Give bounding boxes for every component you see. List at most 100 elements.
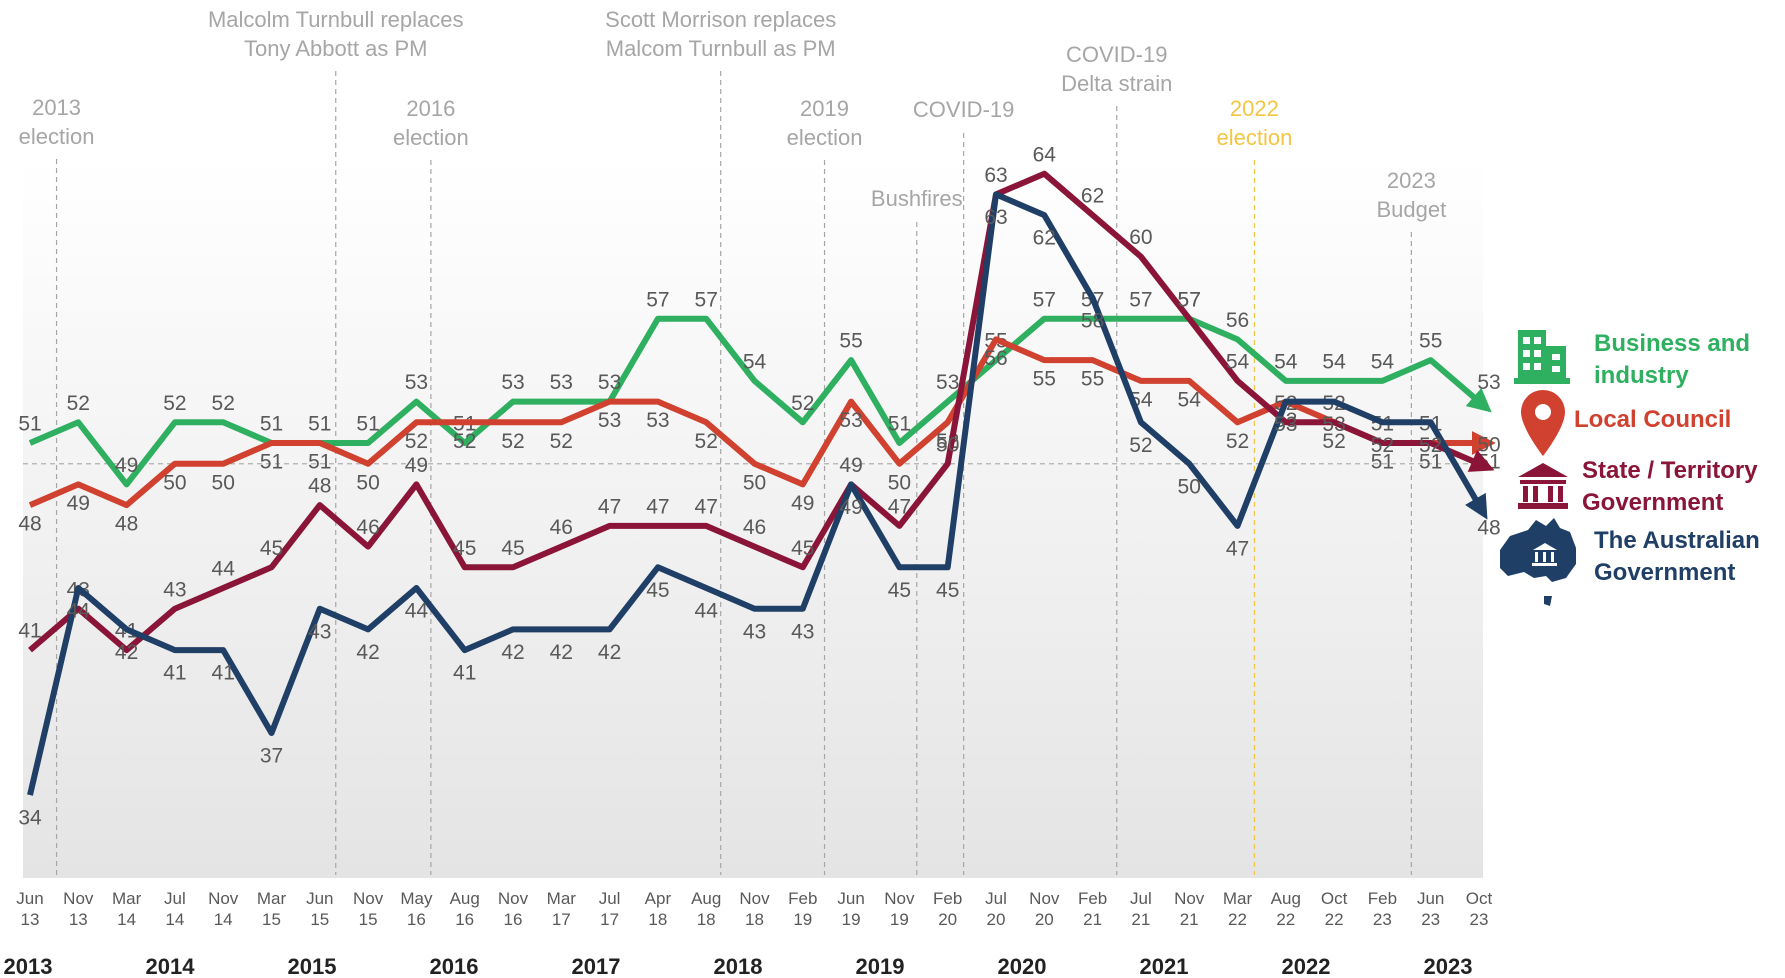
data-label: 53 [1322, 413, 1345, 436]
data-label: 55 [1033, 368, 1056, 391]
data-label: 50 [888, 471, 911, 494]
year-label: 2015 [288, 954, 337, 978]
data-label: 49 [115, 454, 138, 477]
data-label: 54 [1322, 350, 1346, 373]
data-label: 64 [1033, 143, 1057, 166]
data-label: 44 [212, 558, 236, 581]
data-label: 44 [695, 600, 719, 623]
data-label: 43 [791, 620, 814, 643]
data-label: 63 [984, 164, 1007, 187]
data-label: 46 [743, 516, 766, 539]
data-label: 53 [839, 409, 862, 432]
data-label: 57 [1033, 288, 1056, 311]
data-label: 51 [1419, 451, 1442, 474]
annotation-text: 2016 [406, 96, 455, 121]
data-label: 43 [163, 578, 186, 601]
data-label: 50 [1178, 475, 1201, 498]
data-label: 45 [791, 537, 814, 560]
x-tick-label: Nov 15 [352, 889, 384, 929]
x-tick-label: Oct 23 [1465, 889, 1493, 929]
annotation-text: 2013 [32, 95, 81, 120]
year-label: 2021 [1140, 954, 1189, 978]
data-label: 42 [598, 641, 621, 664]
x-tick-label: Aug 18 [691, 889, 722, 929]
x-tick-label: Nov 21 [1174, 889, 1205, 929]
x-tick-label: Jun 19 [837, 889, 865, 929]
annotation-text: Bushfires [871, 186, 963, 211]
legend-label: Business and industry [1594, 330, 1751, 389]
data-label: 51 [1371, 451, 1394, 474]
data-label: 52 [1419, 434, 1442, 457]
data-label: 53 [646, 409, 669, 432]
data-label: 52 [501, 430, 524, 453]
gov-icon [1518, 463, 1568, 509]
annotation-text: election [787, 125, 863, 150]
data-label: 51 [260, 413, 283, 436]
legend-icons [1500, 330, 1576, 606]
x-tick-label: Jun 13 [16, 889, 44, 929]
data-label: 56 [1226, 309, 1249, 332]
series-line [27, 191, 1488, 796]
data-label: 57 [1129, 288, 1152, 311]
x-tick-label: Feb 23 [1367, 889, 1398, 929]
x-tick-label: Mar 14 [111, 889, 142, 929]
data-label: 54 [1178, 388, 1202, 411]
data-label: 48 [115, 513, 138, 536]
data-label: 50 [212, 471, 235, 494]
x-tick-label: Mar 22 [1222, 889, 1253, 929]
x-tick-label: Mar 17 [546, 889, 576, 929]
data-label: 48 [18, 513, 41, 536]
data-label: 44 [67, 600, 91, 623]
data-label: 49 [839, 454, 862, 477]
data-label: 54 [743, 350, 767, 373]
x-tick-label: Jun 15 [306, 889, 334, 929]
data-label: 52 [695, 430, 718, 453]
legend-label: The Australian Government [1594, 527, 1760, 586]
annotation-text: 2022 [1230, 96, 1279, 121]
x-tick-label: Nov 18 [739, 889, 770, 929]
data-label: 42 [550, 641, 573, 664]
data-label: 34 [18, 807, 42, 830]
data-label: 51 [260, 451, 283, 474]
data-label: 49 [405, 454, 428, 477]
x-tick-label: Jul 14 [164, 889, 186, 929]
data-label: 53 [405, 371, 428, 394]
data-label: 43 [743, 620, 766, 643]
year-label: 2013 [4, 954, 53, 978]
x-tick-label: Nov 20 [1029, 889, 1060, 929]
data-label: 46 [550, 516, 573, 539]
data-label: 49 [839, 496, 862, 519]
building-icon [1514, 330, 1570, 384]
data-label: 41 [212, 662, 235, 685]
annotation-text: 2023 [1387, 168, 1436, 193]
pin-icon [1521, 390, 1565, 456]
data-label: 55 [1081, 368, 1104, 391]
data-label: 58 [1081, 310, 1104, 333]
annotation-text: Tony Abbott as PM [244, 36, 427, 61]
year-label: 2019 [856, 954, 905, 978]
x-tick-label: May 16 [400, 889, 433, 929]
data-label: 57 [1178, 288, 1201, 311]
year-label: 2020 [998, 954, 1047, 978]
series-line [28, 336, 1496, 509]
annotation-text: Malcom Turnbull as PM [606, 36, 836, 61]
data-label: 45 [646, 579, 669, 602]
x-tick-label: Feb 19 [788, 889, 818, 929]
data-label: 57 [1178, 288, 1201, 311]
x-tick-label: Nov 13 [63, 889, 94, 929]
data-label: 53 [598, 409, 621, 432]
annotation-text: election [1216, 125, 1292, 150]
year-label: 2018 [714, 954, 763, 978]
x-tick-label: Nov 19 [884, 889, 915, 929]
data-label: 48 [1477, 517, 1500, 540]
series-line [28, 170, 1495, 654]
data-label: 45 [260, 537, 283, 560]
data-label: 50 [356, 471, 379, 494]
year-label: 2016 [430, 954, 479, 978]
x-tick-label: Jul 21 [1130, 889, 1152, 929]
data-label: 50 [936, 433, 959, 456]
data-label: 47 [695, 495, 718, 518]
year-label: 2022 [1282, 954, 1331, 978]
